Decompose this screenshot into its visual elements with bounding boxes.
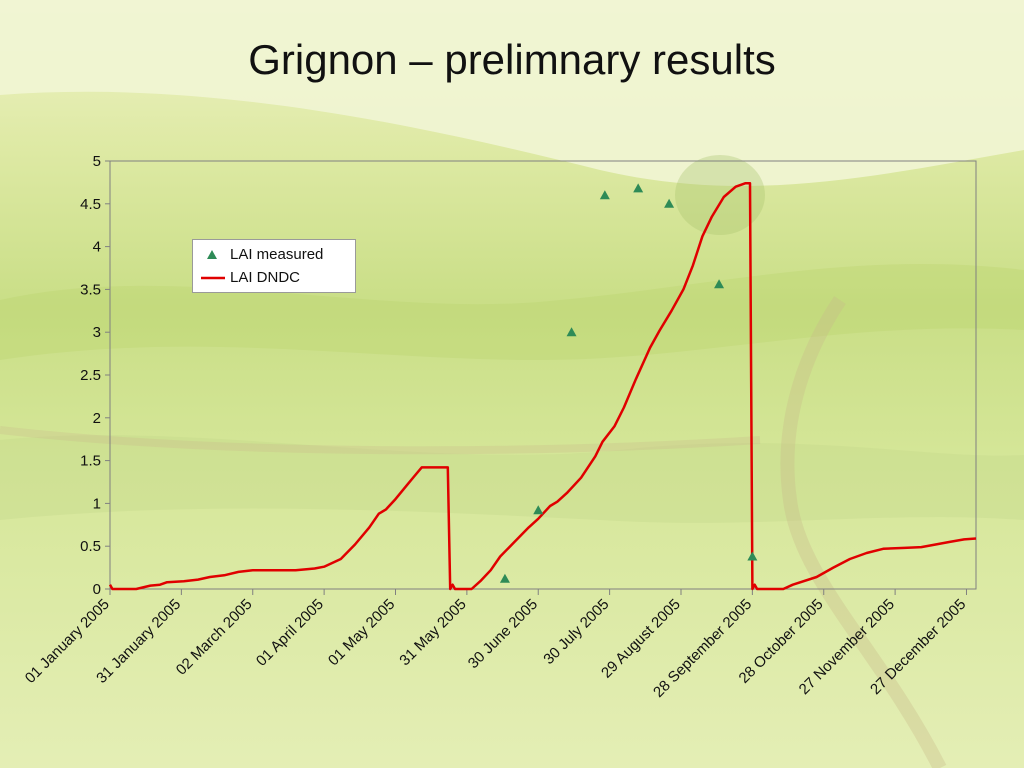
- y-tick-label: 4.5: [80, 196, 101, 213]
- legend-item-lai-measured: LAI measured: [193, 244, 355, 266]
- data-point-lai-measured: [633, 183, 644, 193]
- y-tick-label: 2: [93, 410, 101, 427]
- y-tick-label: 4: [93, 239, 101, 256]
- y-tick-label: 5: [93, 153, 101, 170]
- y-tick-label: 0.5: [80, 538, 101, 555]
- legend-item-lai-dndc: LAI DNDC: [193, 267, 355, 289]
- data-point-lai-measured: [533, 505, 544, 515]
- x-tick-label: 30 June 2005: [465, 596, 541, 672]
- x-tick-label: 01 April 2005: [253, 596, 327, 670]
- series-layer: [108, 182, 977, 591]
- y-tick-label: 1.5: [80, 453, 101, 470]
- page-title: Grignon – prelimnary results: [248, 36, 776, 83]
- y-axis: 0 0.5 1 1.5 2 2.5 3 3.5 4 4.5 5: [80, 153, 110, 598]
- y-tick-label: 3: [93, 324, 101, 341]
- x-tick-label: 01 May 2005: [325, 596, 398, 669]
- data-point-lai-measured: [499, 573, 510, 583]
- data-point-lai-measured: [566, 327, 577, 337]
- x-tick-label: 30 July 2005: [540, 596, 612, 668]
- y-tick-label: 3.5: [80, 281, 101, 298]
- data-point-lai-measured: [747, 551, 758, 561]
- y-tick-label: 1: [93, 495, 101, 512]
- y-tick-label: 0: [93, 581, 101, 598]
- data-point-lai-measured: [664, 198, 675, 208]
- data-point-lai-measured: [599, 190, 610, 200]
- y-tick-label: 2.5: [80, 367, 101, 384]
- red-line-icon: [201, 276, 225, 280]
- legend-label-lai-dndc: LAI DNDC: [230, 269, 301, 286]
- legend: LAI measured LAI DNDC: [192, 239, 356, 293]
- plot-area: [109, 160, 977, 590]
- legend-label-lai-measured: LAI measured: [230, 246, 324, 263]
- x-tick-label: 02 March 2005: [173, 596, 256, 679]
- x-tick-label: 31 May 2005: [396, 596, 469, 669]
- triangle-marker-icon: [207, 250, 217, 259]
- data-point-lai-measured: [714, 279, 725, 289]
- series-line-lai-dndc: [108, 182, 977, 591]
